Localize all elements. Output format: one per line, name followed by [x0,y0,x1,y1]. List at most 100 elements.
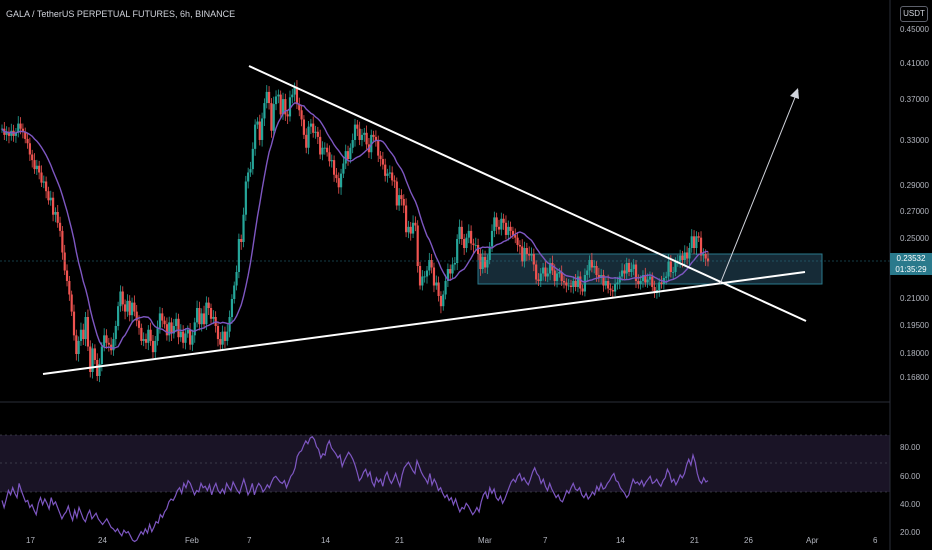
ascending-trendline[interactable] [42,271,806,375]
candle-body [207,302,210,308]
candle-body [497,226,501,230]
candle-body [335,174,338,179]
candle-body [293,87,296,95]
candle-body [542,267,545,274]
candle-body [583,275,587,292]
candle-body [77,340,80,354]
candle-body [179,331,182,338]
candle-body [400,195,403,199]
candle-body [75,335,78,354]
candle-body [537,279,540,281]
candle-body [89,346,92,372]
candle-body [648,276,652,280]
candle-body [437,282,440,296]
candle-body [98,364,101,376]
candle-body [233,285,236,299]
descending-trendline[interactable] [248,65,807,322]
candle-body [702,254,705,256]
candle-body [189,329,192,345]
candle-body [56,212,59,223]
candle-body [172,326,175,334]
currency-selector[interactable]: USDT [900,6,928,22]
candle-body [332,160,336,175]
candle-body [270,103,273,131]
time-tick-label: Feb [185,536,199,545]
candle-body [54,212,57,215]
candle-body [653,287,656,293]
candle-body [409,226,412,234]
candle-body [226,331,229,341]
candle-body [182,331,185,343]
moving-average-line [1,102,708,350]
candle-body [14,132,18,136]
candle-body [658,282,661,290]
candle-body [49,197,52,201]
candle-body [706,258,710,262]
candle-body [309,123,312,127]
candle-body [202,313,206,325]
candle-body [651,276,654,287]
candle-body [623,270,626,274]
candle-body [669,261,672,272]
candle-body [548,263,552,274]
price-tick-label: 0.18000 [900,349,929,358]
candle-body [449,269,452,274]
time-tick-label: 6 [873,536,878,545]
candle-body [7,131,11,136]
candle-body [291,94,294,98]
candle-body [10,130,13,136]
candle-body [384,164,387,176]
candle-body [344,151,347,164]
current-price: 0.23532 [896,254,926,263]
rsi-tick-label: 20.00 [900,528,921,537]
candle-body [144,339,148,343]
candle-body [205,302,208,325]
candle-body [319,136,322,155]
candle-body [521,246,524,262]
candle-body [607,281,610,289]
candle-body [374,136,378,141]
candle-body [493,217,496,231]
candle-body [244,181,247,215]
candle-body [137,320,141,328]
candle-body [288,97,292,117]
candle-body [295,87,299,105]
candle-body [337,178,340,188]
candle-body [416,225,419,266]
candle-body [453,263,456,265]
candle-body [509,226,512,231]
candle-body [456,239,459,263]
candle-body [697,236,700,238]
candle-body [674,261,677,272]
candle-body [620,270,624,277]
candle-body [360,134,364,140]
candle-body [428,260,431,271]
candle-body [26,138,29,144]
candle-body [472,243,475,245]
candle-body [126,300,129,312]
candle-body [140,327,143,341]
candle-body [112,339,115,351]
candle-body [414,222,417,226]
candle-body [221,331,224,345]
candle-body [33,160,36,170]
price-tick-label: 0.37000 [900,95,929,104]
rsi-tick-label: 60.00 [900,472,921,481]
candle-body [451,264,454,274]
candle-body [339,173,343,188]
candle-body [349,147,352,159]
candle-body [544,267,547,277]
candles-layer [0,80,710,383]
candle-body [277,94,280,97]
time-tick-label: 26 [744,536,753,545]
price-tick-label: 0.16800 [900,373,929,382]
candle-body [558,272,561,274]
rsi-tick-label: 40.00 [900,500,921,509]
target-arrow-line[interactable] [719,89,799,285]
time-tick-label: Apr [806,536,819,545]
candle-body [574,281,577,287]
candle-body [65,270,69,281]
candle-body [395,181,398,206]
candle-body [302,119,306,135]
